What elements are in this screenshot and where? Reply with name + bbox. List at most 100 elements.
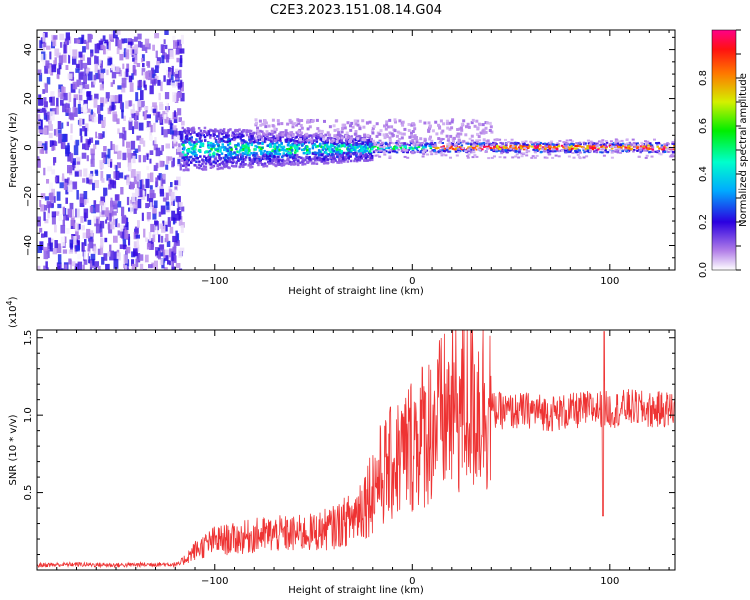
spectrogram-cell	[673, 148, 675, 151]
spectrogram-cell	[43, 167, 46, 176]
spectrogram-cell	[261, 138, 264, 142]
spectrogram-cell	[493, 145, 496, 148]
spectrogram-cell	[484, 145, 488, 148]
spectrogram-cell	[245, 133, 249, 137]
spectrogram-cell	[411, 151, 415, 154]
spectrogram-cell	[401, 123, 405, 127]
spectrogram-cell	[356, 119, 360, 123]
colorbar-ticks: 0.00.20.40.60.8	[698, 29, 741, 278]
spectrogram-cell	[131, 73, 134, 80]
spectrogram-cell	[431, 145, 435, 147]
spectrogram-cell	[163, 192, 166, 202]
spectrogram-cell	[163, 44, 168, 50]
spectrogram-cell	[604, 149, 607, 152]
spectrogram-cell	[492, 150, 496, 153]
spectrogram-cell	[144, 38, 150, 48]
spectrogram-cell	[314, 152, 318, 156]
spectrogram-cell	[267, 152, 270, 156]
spectrogram-cell	[159, 244, 165, 253]
spectrogram-cell	[571, 147, 574, 150]
spectrogram-cell	[217, 140, 220, 144]
spectrogram-cell	[152, 213, 157, 220]
spectrogram-cell	[256, 161, 259, 164]
spectrogram-cell	[261, 130, 264, 133]
spectrogram-cell	[584, 147, 587, 150]
spectrogram-cell	[261, 162, 264, 166]
spectrogram-cell	[172, 141, 178, 146]
spectrogram-cell	[76, 79, 82, 87]
spectrogram-cell	[251, 134, 254, 138]
spectrogram-cell	[228, 139, 232, 143]
spectrogram-cell	[626, 150, 630, 153]
spectrogram-cell	[470, 139, 474, 142]
spectrogram-cell	[626, 147, 629, 150]
spectrogram-cell	[328, 133, 332, 137]
spectrogram-cell	[431, 149, 435, 152]
spectrogram-cell	[174, 189, 177, 198]
spectrogram-cell	[136, 171, 141, 181]
spectrogram-cell	[181, 140, 185, 144]
spectrogram-cell	[212, 164, 216, 168]
spectrogram-cell	[72, 158, 76, 165]
spectrogram-cell	[117, 150, 122, 160]
spectrogram-cell	[64, 178, 69, 183]
spectrogram-cell	[146, 212, 151, 220]
spectrogram-cell	[335, 140, 339, 144]
spectrogram-cell	[183, 158, 187, 162]
spectrogram-cell	[137, 33, 142, 40]
spectrogram-cell	[602, 143, 605, 146]
spectrogram-cell	[528, 144, 531, 147]
spectrogram-cell	[289, 151, 293, 155]
spectrogram-cell	[415, 146, 418, 149]
spectrogram-cell	[586, 148, 589, 151]
spectrogram-cell	[233, 138, 236, 142]
spectrogram-cell	[282, 152, 285, 155]
spectrogram-cell	[265, 154, 268, 157]
spectrogram-cell	[202, 133, 205, 137]
spectrogram-cell	[278, 133, 282, 137]
spectrogram-cell	[608, 149, 612, 152]
spectrogram-cell	[370, 156, 373, 160]
spectrogram-cell	[527, 150, 531, 153]
spectrogram-cell	[267, 160, 270, 164]
spectrogram-cell	[415, 144, 419, 147]
spectrogram-cell	[470, 121, 474, 125]
spectrogram-cell	[176, 196, 181, 203]
spectrogram-cell	[187, 163, 190, 166]
spectrogram-cell	[245, 143, 248, 146]
spectrogram-cell	[460, 128, 464, 132]
spectrogram-cell	[177, 82, 183, 88]
spectrogram-cell	[110, 206, 114, 217]
spectrogram-cell	[578, 141, 582, 144]
spectrogram-cell	[486, 139, 490, 143]
spectrogram-cell	[121, 206, 125, 217]
spectrogram-cell	[54, 141, 58, 146]
spectrogram-cell	[648, 142, 652, 145]
spectrogram-cell	[357, 139, 360, 142]
spectrogram-cell	[498, 145, 501, 148]
spectrogram-cell	[620, 139, 624, 142]
spectrogram-cell	[388, 157, 392, 159]
spectrogram-cell	[338, 153, 341, 156]
spectrogram-cell	[192, 159, 195, 162]
spectrogram-cell	[457, 142, 460, 145]
spectrogram-cell	[608, 144, 612, 147]
spectrogram-cell	[473, 154, 477, 157]
spectrogram-cell	[271, 132, 274, 136]
spectrogram-cell	[63, 44, 67, 54]
spectrogram-cell	[361, 138, 365, 142]
spectrogram-cell	[67, 165, 72, 174]
spectrogram-cell	[113, 251, 117, 261]
spectrogram-cell	[349, 153, 353, 156]
spectrogram-cell	[156, 61, 160, 69]
spectrogram-cell	[159, 104, 164, 110]
spectrogram-cell	[530, 145, 534, 148]
spectrogram-cell	[470, 134, 474, 138]
spectrogram-cell	[294, 146, 298, 150]
spectrogram-cell	[458, 146, 461, 149]
spectrogram-cell	[273, 143, 277, 147]
spectrogram-cell	[76, 245, 80, 252]
spectrogram-cell	[373, 150, 376, 153]
spectrogram-cell	[461, 147, 465, 150]
spectrogram-cell	[361, 145, 364, 148]
